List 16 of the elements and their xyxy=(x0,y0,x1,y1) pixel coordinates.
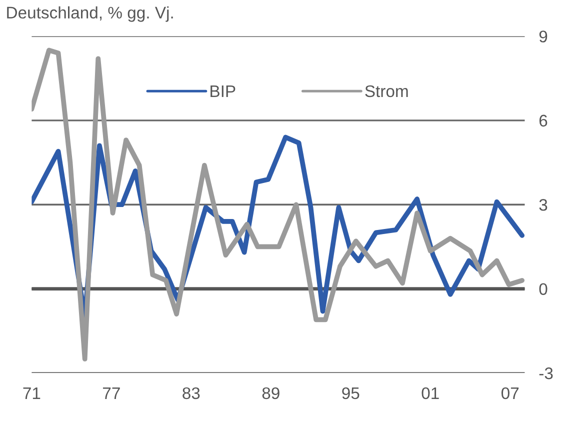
legend-label: Strom xyxy=(365,85,408,98)
chart-title: Deutschland, % gg. Vj. xyxy=(7,6,173,22)
x-tick-label: 01 xyxy=(422,387,439,400)
x-tick-label: 83 xyxy=(182,387,200,400)
y-tick-label: -3 xyxy=(539,367,553,380)
x-tick-label: 95 xyxy=(342,387,360,400)
y-tick-label: 3 xyxy=(539,199,548,211)
legend-label: BIP xyxy=(210,86,236,97)
x-tick-label: 89 xyxy=(262,387,280,400)
x-tick-label: 07 xyxy=(502,387,519,400)
y-tick-label: 0 xyxy=(539,283,548,296)
x-tick-label: 71 xyxy=(23,388,40,399)
line-series xyxy=(32,48,525,362)
y-tick-label: 9 xyxy=(539,30,548,42)
y-tick-label: 6 xyxy=(539,114,548,127)
x-tick-label: 77 xyxy=(103,388,120,399)
